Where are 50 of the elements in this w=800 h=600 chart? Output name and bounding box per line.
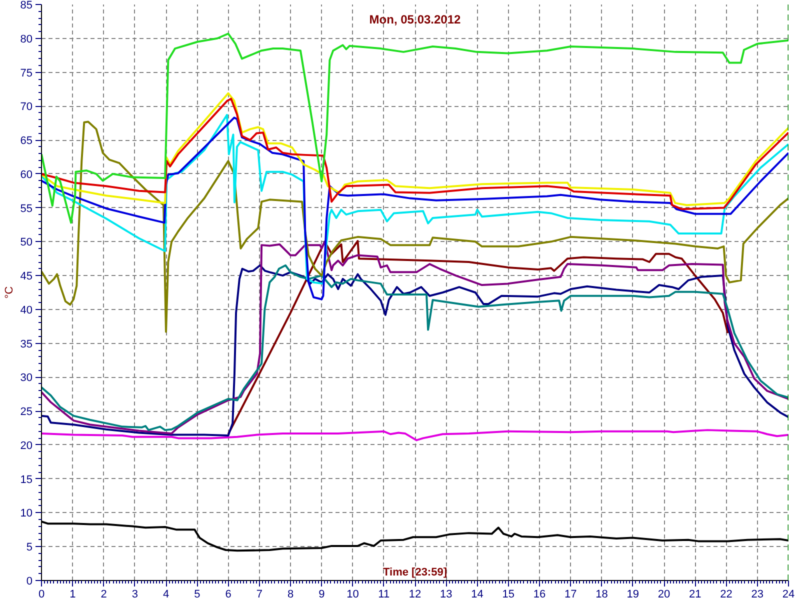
y-tick-label: 50 — [20, 236, 33, 249]
y-tick-label: 75 — [20, 67, 33, 80]
line-series — [42, 120, 788, 333]
x-tick-label: 18 — [596, 588, 608, 600]
x-tick-label: 15 — [502, 588, 515, 600]
y-tick-label: 10 — [20, 508, 33, 520]
x-tick-label: 6 — [225, 588, 232, 600]
x-tick-label: 24 — [782, 588, 795, 600]
x-tick-label: 21 — [689, 588, 702, 600]
y-tick-label: 85 — [20, 0, 33, 12]
x-tick-label: 0 — [38, 588, 45, 600]
y-tick-label: 80 — [20, 33, 33, 46]
line-series — [42, 32, 788, 224]
y-tick-label: 70 — [20, 101, 33, 114]
y-axis-title: °C — [3, 286, 16, 299]
x-tick-label: 13 — [440, 588, 452, 600]
x-tick-label: 7 — [256, 588, 262, 600]
line-series — [42, 429, 788, 442]
x-tick-label: 14 — [471, 588, 484, 600]
x-tick-label: 16 — [533, 588, 546, 600]
x-tick-label: 19 — [626, 588, 640, 600]
x-tick-label: 3 — [132, 588, 138, 600]
line-series — [227, 240, 729, 436]
x-tick-label: 20 — [658, 588, 670, 600]
x-tick-label: 8 — [287, 588, 294, 600]
y-tick-label: 15 — [20, 474, 33, 486]
x-tick-label: 4 — [162, 588, 170, 600]
x-tick-label: 1 — [70, 588, 76, 600]
x-tick-label: 23 — [751, 588, 764, 600]
x-tick-label: 9 — [318, 588, 325, 600]
y-tick-label: 20 — [20, 440, 33, 452]
x-tick-label: 12 — [408, 588, 422, 600]
x-tick-label: 5 — [194, 588, 200, 600]
y-tick-label: 0 — [26, 576, 33, 588]
y-tick-label: 35 — [20, 338, 33, 350]
x-axis-title: Time [23:59] — [383, 566, 448, 578]
y-tick-label: 5 — [26, 542, 33, 554]
y-tick-label: 40 — [20, 304, 33, 316]
y-tick-label: 65 — [20, 135, 33, 148]
y-tick-label: 55 — [20, 202, 33, 215]
y-tick-label: 25 — [20, 406, 33, 418]
y-tick-label: 45 — [20, 270, 33, 283]
x-tick-label: 17 — [564, 588, 577, 600]
x-tick-label: 2 — [100, 588, 107, 600]
y-tick-label: 30 — [20, 372, 33, 384]
x-tick-label: 22 — [720, 588, 732, 600]
y-tick-label: 60 — [20, 168, 33, 181]
x-tick-label: 10 — [346, 588, 359, 600]
text: Mon, 05.03.2012 — [369, 12, 462, 26]
x-tick-label: 11 — [378, 588, 390, 600]
